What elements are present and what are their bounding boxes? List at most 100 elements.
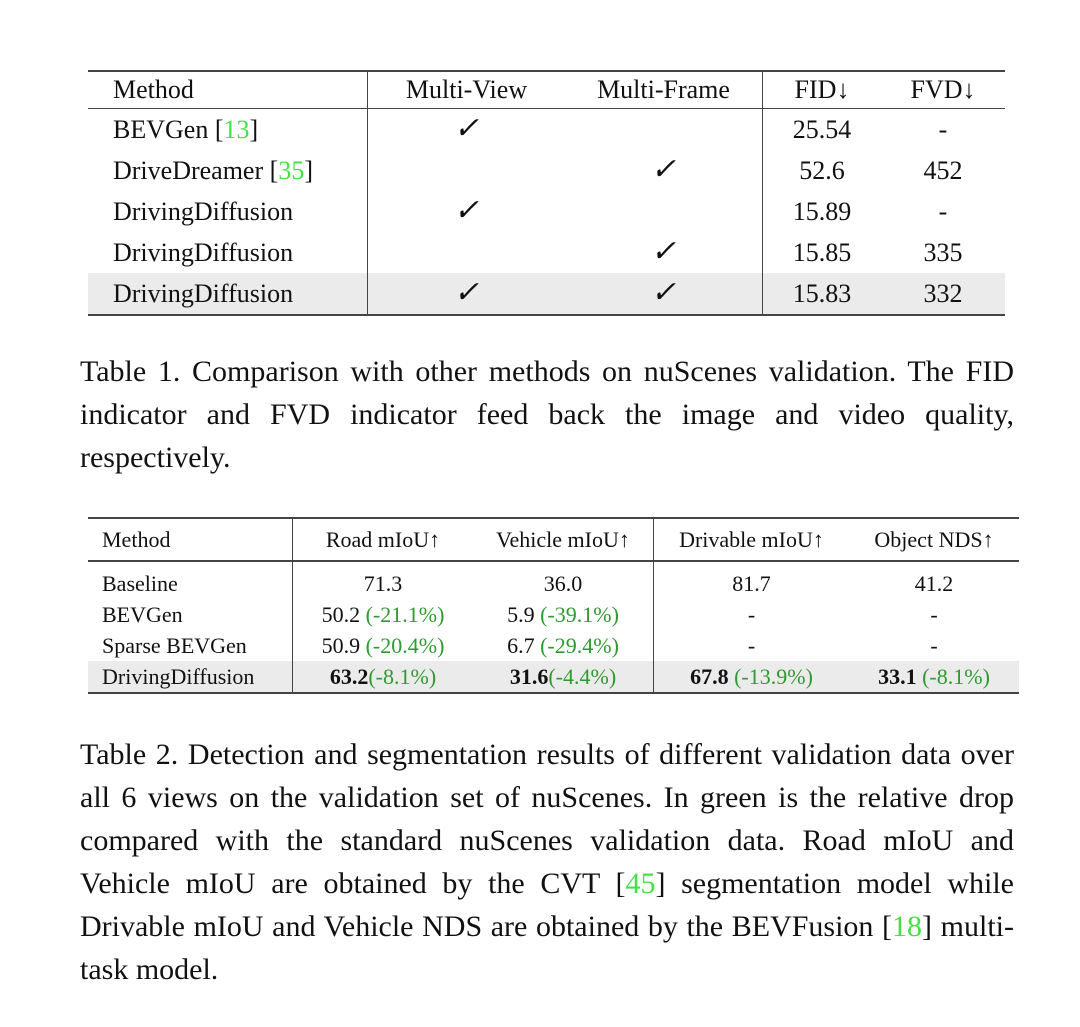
method-cell: DrivingDiffusion <box>88 191 368 232</box>
value: 5.9 <box>507 602 535 627</box>
vehicle-miou-cell: 36.0 <box>473 561 654 599</box>
col-header-road-miou: Road mIoU↑ <box>325 527 441 552</box>
value: 67.8 <box>690 664 729 689</box>
table-row: DrivingDiffusion ✓ ✓ 15.83 332 <box>88 273 1005 315</box>
relative-drop: (-29.4%) <box>540 633 619 658</box>
road-miou-cell: 50.2 (-21.1%) <box>293 599 474 630</box>
check-icon: ✓ <box>650 235 677 268</box>
fid-cell: 15.89 <box>792 196 852 226</box>
method-name: DriveDreamer <box>113 155 264 185</box>
drivable-miou-cell: - <box>654 630 850 661</box>
col-header-multi-frame: Multi-Frame <box>565 71 763 109</box>
object-nds-cell: - <box>849 630 1019 661</box>
col-header-fvd: FVD↓ <box>910 75 976 104</box>
col-header-drivable-miou: Drivable mIoU↑ <box>679 527 824 552</box>
table-row: Sparse BEVGen 50.9 (-20.4%) 6.7 (-29.4%) - - <box>88 630 1019 661</box>
fid-cell: 15.85 <box>792 237 852 267</box>
method-cell: Baseline <box>88 561 293 599</box>
method-cell: DrivingDiffusion <box>88 273 368 315</box>
value: 41.2 <box>914 571 954 596</box>
value: 6.7 <box>507 633 535 658</box>
value: - <box>747 602 756 627</box>
value: 81.7 <box>732 571 771 596</box>
drivable-miou-cell: 81.7 <box>654 561 850 599</box>
fid-cell: 15.83 <box>792 278 852 308</box>
fid-cell: 52.6 <box>799 155 845 185</box>
value: 33.1 <box>878 664 917 689</box>
multi-frame-cell: ✓ <box>565 273 763 315</box>
drivable-miou-cell: 67.8 (-13.9%) <box>654 661 850 693</box>
table2-caption: Table 2. Detection and segmentation resu… <box>80 738 1014 986</box>
check-icon: ✓ <box>453 194 480 227</box>
fvd-cell: 452 <box>923 155 963 185</box>
col-header-object-nds: Object NDS↑ <box>874 527 994 552</box>
col-header-fid: FID↓ <box>794 75 850 104</box>
road-miou-cell: 63.2(-8.1%) <box>293 661 474 693</box>
multi-frame-cell: ✓ <box>565 232 763 273</box>
relative-drop: (-4.4%) <box>548 664 617 689</box>
table-row: Baseline 71.3 36.0 81.7 41.2 <box>88 561 1019 599</box>
method-cell: BEVGen [13] <box>88 108 368 150</box>
citation-link[interactable]: 13 <box>223 114 250 144</box>
relative-drop: (-13.9%) <box>734 664 813 689</box>
method-name: DrivingDiffusion <box>113 237 294 267</box>
citation-link[interactable]: 45 <box>625 867 656 900</box>
fvd-cell: - <box>938 196 948 226</box>
method-cell: Sparse BEVGen <box>88 630 293 661</box>
check-icon: ✓ <box>453 276 480 309</box>
value: - <box>930 602 938 627</box>
method-cell: DrivingDiffusion <box>88 232 368 273</box>
method-name: DrivingDiffusion <box>113 196 294 226</box>
multi-view-cell <box>368 232 566 273</box>
method-name: DrivingDiffusion <box>113 278 294 308</box>
value: - <box>930 633 938 658</box>
citation-link[interactable]: 35 <box>278 155 305 185</box>
citation-link[interactable]: 18 <box>892 910 923 943</box>
relative-drop: (-8.1%) <box>368 664 437 689</box>
relative-drop: (-39.1%) <box>540 602 619 627</box>
multi-view-cell <box>368 150 566 191</box>
road-miou-cell: 50.9 (-20.4%) <box>293 630 474 661</box>
value: 50.2 <box>321 602 361 627</box>
drivable-miou-cell: - <box>654 599 850 630</box>
table-row: DriveDreamer [35] ✓ 52.6 452 <box>88 150 1005 191</box>
caption-text: Table 2. Detection and segmentation resu… <box>80 738 1014 900</box>
fvd-cell: 332 <box>923 278 963 308</box>
col-header-multi-view: Multi-View <box>405 75 528 104</box>
check-icon: ✓ <box>650 276 677 309</box>
table-row: BEVGen 50.2 (-21.1%) 5.9 (-39.1%) - - <box>88 599 1019 630</box>
col-header-vehicle-miou: Vehicle mIoU↑ <box>473 518 654 561</box>
value: 50.9 <box>321 633 361 658</box>
vehicle-miou-cell: 31.6(-4.4%) <box>473 661 654 693</box>
segmentation-results-table: Method Road mIoU↑ Vehicle mIoU↑ Drivable… <box>88 517 1019 694</box>
value: 36.0 <box>543 571 583 596</box>
method-cell: DriveDreamer [35] <box>88 150 368 191</box>
table-header-row: Method Multi-View Multi-Frame FID↓ FVD↓ <box>88 71 1005 109</box>
value: - <box>747 633 756 658</box>
object-nds-cell: 41.2 <box>849 561 1019 599</box>
relative-drop: (-20.4%) <box>365 633 445 658</box>
col-header-method: Method <box>88 518 293 561</box>
fvd-cell: 335 <box>923 237 963 267</box>
object-nds-cell: 33.1 (-8.1%) <box>849 661 1019 693</box>
method-cell: DrivingDiffusion <box>88 661 293 693</box>
table-row: DrivingDiffusion 63.2(-8.1%) 31.6(-4.4%) 67… <box>88 661 1019 693</box>
caption-text: segmentation model while Drivable mIoU a… <box>80 867 1014 943</box>
check-icon: ✓ <box>650 153 677 186</box>
table1-caption: Table 1. Comparison with other methods o… <box>80 355 1014 474</box>
vehicle-miou-cell: 5.9 (-39.1%) <box>473 599 654 630</box>
multi-frame-cell <box>565 108 763 150</box>
multi-view-cell: ✓ <box>368 109 566 151</box>
method-cell: BEVGen <box>88 599 293 630</box>
multi-view-cell: ✓ <box>368 191 566 232</box>
fid-cell: 25.54 <box>792 114 852 144</box>
multi-frame-cell <box>565 191 763 232</box>
table-row: DrivingDiffusion ✓ 15.89 - <box>88 191 1005 232</box>
road-miou-cell: 71.3 <box>293 561 474 599</box>
multi-view-cell: ✓ <box>368 273 566 315</box>
relative-drop: (-21.1%) <box>365 602 445 627</box>
table-header-row: Method Road mIoU↑ Vehicle mIoU↑ Drivable… <box>88 518 1019 561</box>
col-header-method: Method <box>88 71 368 109</box>
value: 63.2 <box>329 664 369 689</box>
value: 71.3 <box>363 571 403 596</box>
